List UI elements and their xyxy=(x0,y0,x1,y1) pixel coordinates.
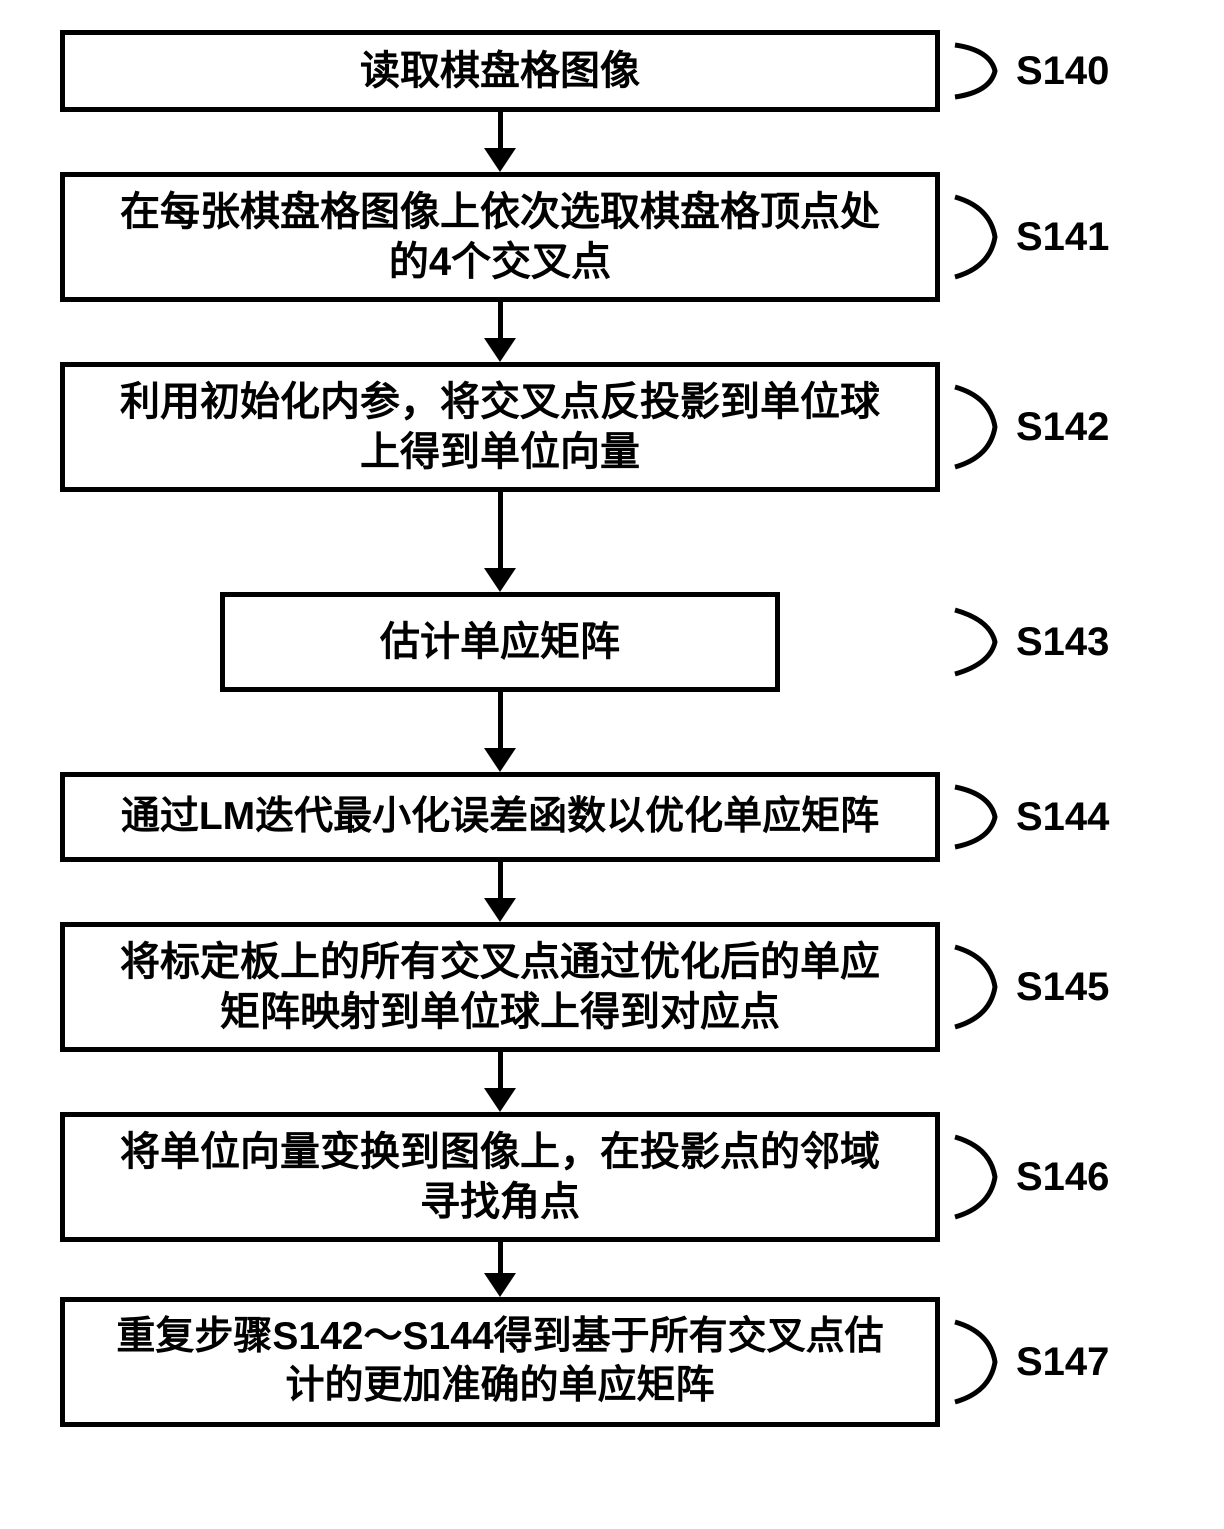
step-text-line1: 将单位向量变换到图像上，在投影点的邻域 xyxy=(120,1127,880,1177)
step-tie-s143: S143 xyxy=(950,592,1109,692)
step-box-s146: 将单位向量变换到图像上，在投影点的邻域 寻找角点 xyxy=(60,1112,940,1242)
step-text-line1: 利用初始化内参，将交叉点反投影到单位球 xyxy=(120,377,880,427)
step-row-s140: 读取棋盘格图像 S140 xyxy=(60,30,1160,112)
step-text-line1: 将标定板上的所有交叉点通过优化后的单应 xyxy=(120,937,880,987)
step-box-s145: 将标定板上的所有交叉点通过优化后的单应 矩阵映射到单位球上得到对应点 xyxy=(60,922,940,1052)
step-box-s141: 在每张棋盘格图像上依次选取棋盘格顶点处 的4个交叉点 xyxy=(60,172,940,302)
step-box-s142: 利用初始化内参，将交叉点反投影到单位球 上得到单位向量 xyxy=(60,362,940,492)
step-row-s146: 将单位向量变换到图像上，在投影点的邻域 寻找角点 S146 xyxy=(60,1112,1160,1242)
flowchart-container: 读取棋盘格图像 S140 在每张棋盘格图像上依次选取棋盘格顶点处 的4个交叉点 xyxy=(60,30,1160,1427)
arrow-after-s143 xyxy=(60,692,940,772)
step-box-s140: 读取棋盘格图像 xyxy=(60,30,940,112)
step-text: 估计单应矩阵 xyxy=(380,617,620,667)
step-tie-s142: S142 xyxy=(950,362,1109,492)
step-tie-s140: S140 xyxy=(950,30,1109,112)
step-text-line2: 寻找角点 xyxy=(120,1177,880,1227)
step-text-line2: 矩阵映射到单位球上得到对应点 xyxy=(120,987,880,1037)
arrow-after-s144 xyxy=(60,862,940,922)
step-tie-s141: S141 xyxy=(950,172,1109,302)
arrow-after-s146 xyxy=(60,1242,940,1297)
step-tie-s147: S147 xyxy=(950,1297,1109,1427)
step-text: 读取棋盘格图像 xyxy=(360,46,640,96)
step-label: S147 xyxy=(1016,1340,1109,1385)
step-text-line2: 的4个交叉点 xyxy=(120,237,880,287)
step-label: S145 xyxy=(1016,965,1109,1010)
step-box-s144: 通过LM迭代最小化误差函数以优化单应矩阵 xyxy=(60,772,940,862)
step-box-s147: 重复步骤S142～S144得到基于所有交叉点估 计的更加准确的单应矩阵 xyxy=(60,1297,940,1427)
arrow-after-s141 xyxy=(60,302,940,362)
step-text-line1: 在每张棋盘格图像上依次选取棋盘格顶点处 xyxy=(120,187,880,237)
step-row-s147: 重复步骤S142～S144得到基于所有交叉点估 计的更加准确的单应矩阵 S147 xyxy=(60,1297,1160,1427)
step-label: S144 xyxy=(1016,795,1109,840)
step-row-s145: 将标定板上的所有交叉点通过优化后的单应 矩阵映射到单位球上得到对应点 S145 xyxy=(60,922,1160,1052)
step-label: S142 xyxy=(1016,405,1109,450)
step-label: S146 xyxy=(1016,1155,1109,1200)
step-text: 通过LM迭代最小化误差函数以优化单应矩阵 xyxy=(121,793,879,842)
step-row-s143: 估计单应矩阵 S143 xyxy=(60,592,1160,692)
step-label: S140 xyxy=(1016,49,1109,94)
arrow-after-s142 xyxy=(60,492,940,592)
arrow-after-s140 xyxy=(60,112,940,172)
step-row-s141: 在每张棋盘格图像上依次选取棋盘格顶点处 的4个交叉点 S141 xyxy=(60,172,1160,302)
step-box-s143: 估计单应矩阵 xyxy=(220,592,780,692)
step-tie-s146: S146 xyxy=(950,1112,1109,1242)
arrow-after-s145 xyxy=(60,1052,940,1112)
step-text-line2: 上得到单位向量 xyxy=(120,427,880,477)
step-tie-s145: S145 xyxy=(950,922,1109,1052)
step-text-line2: 计的更加准确的单应矩阵 xyxy=(116,1362,883,1411)
step-label: S141 xyxy=(1016,215,1109,260)
step-row-s144: 通过LM迭代最小化误差函数以优化单应矩阵 S144 xyxy=(60,772,1160,862)
step-tie-s144: S144 xyxy=(950,772,1109,862)
step-text-line1: 重复步骤S142～S144得到基于所有交叉点估 xyxy=(116,1313,883,1362)
step-label: S143 xyxy=(1016,620,1109,665)
step-row-s142: 利用初始化内参，将交叉点反投影到单位球 上得到单位向量 S142 xyxy=(60,362,1160,492)
